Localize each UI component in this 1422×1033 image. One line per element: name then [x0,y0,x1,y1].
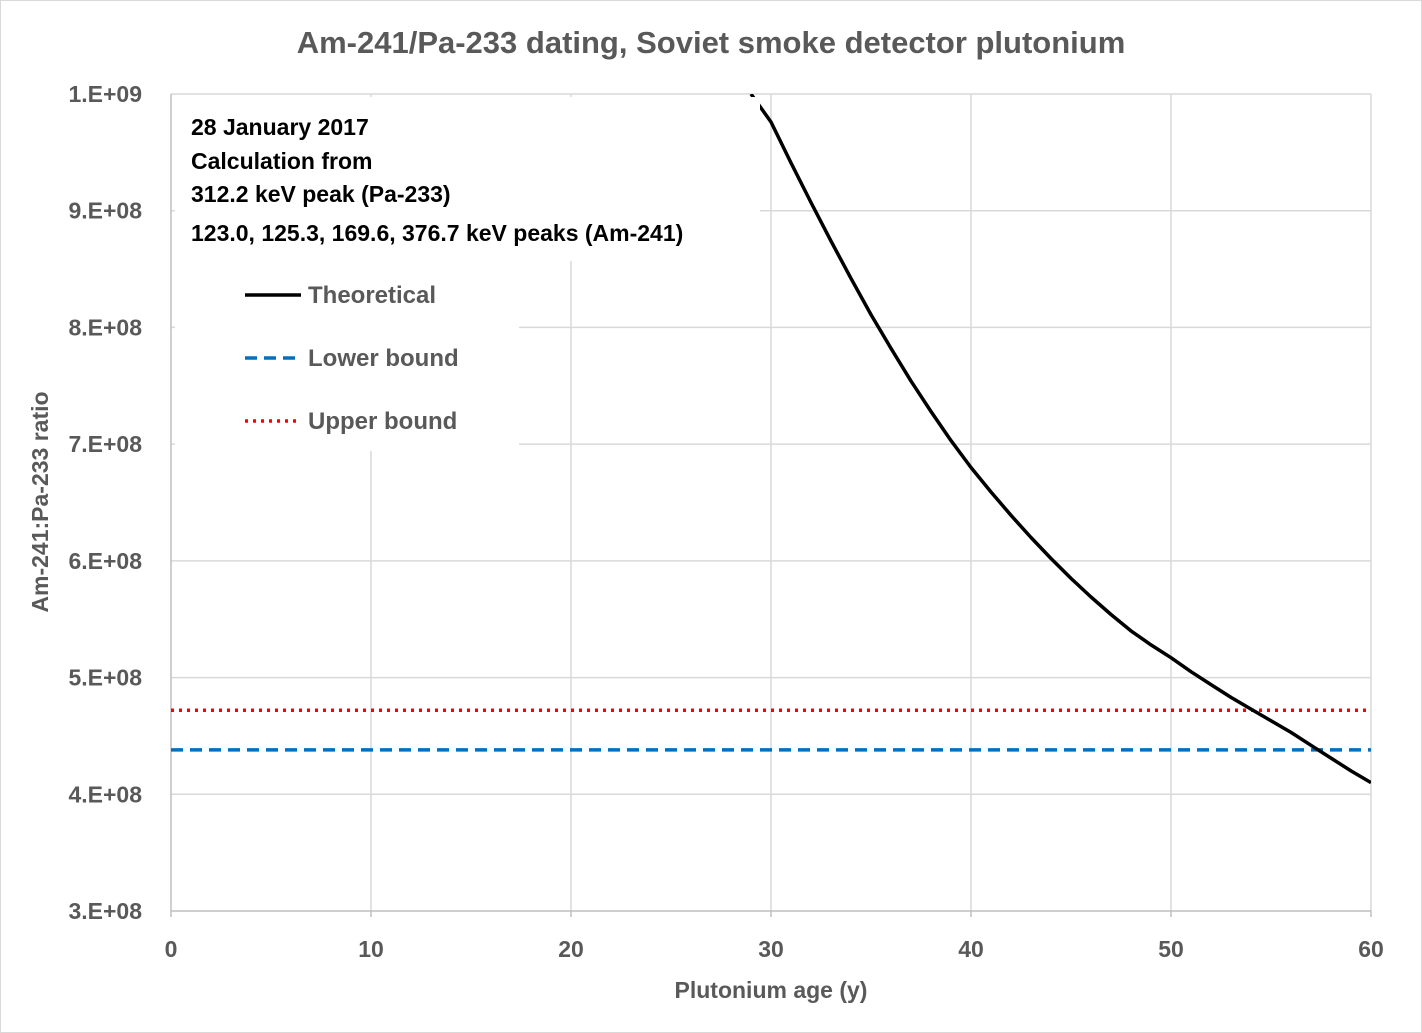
legend-label-theoretical: Theoretical [308,282,436,309]
annotation-line-4: 123.0, 125.3, 169.6, 376.7 keV peaks (Am… [191,220,683,246]
x-tick-label: 60 [1358,936,1384,962]
x-tick-label: 0 [165,936,178,962]
legend-label-upper-bound: Upper bound [308,408,457,435]
y-tick-label: 1.E+09 [68,81,142,107]
chart-title: Am-241/Pa-233 dating, Soviet smoke detec… [297,25,1126,60]
y-tick-label: 7.E+08 [68,431,142,457]
y-tick-label: 6.E+08 [68,548,142,574]
y-tick-label: 3.E+08 [68,898,142,924]
series-theoretical [749,94,1371,785]
y-tick-label: 5.E+08 [68,665,142,691]
y-tick-label: 4.E+08 [68,781,142,807]
series-layer [171,94,1371,785]
legend: Theoretical Lower bound Upper bound [245,282,459,435]
y-tick-label: 8.E+08 [68,314,142,340]
annotation-background-wide [175,97,760,261]
x-tick-label: 30 [758,936,784,962]
tick-labels: 3.E+08 4.E+08 5.E+08 6.E+08 7.E+08 8.E+08 9.E+… [68,81,1383,962]
annotation-line-2: Calculation from [191,148,372,174]
y-axis-title: Am-241:Pa-233 ratio [27,391,53,612]
x-tick-label: 40 [958,936,984,962]
annotation-line-1: 28 January 2017 [191,114,369,140]
y-tick-label: 9.E+08 [68,198,142,224]
x-tick-label: 20 [558,936,584,962]
axis-layer [170,94,1372,917]
x-tick-label: 10 [358,936,384,962]
x-axis-title: Plutonium age (y) [675,977,868,1003]
x-tick-label: 50 [1158,936,1184,962]
annotation-line-3: 312.2 keV peak (Pa-233) [191,181,451,207]
legend-label-lower-bound: Lower bound [308,345,459,372]
